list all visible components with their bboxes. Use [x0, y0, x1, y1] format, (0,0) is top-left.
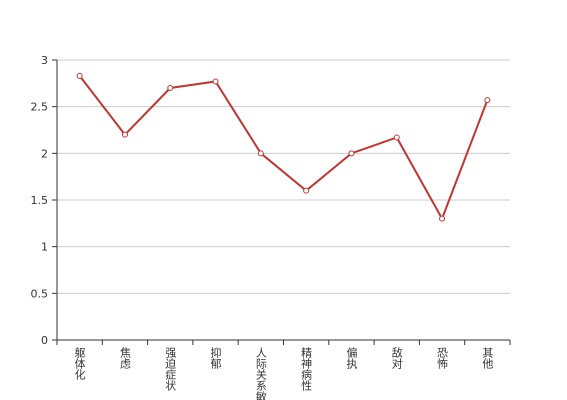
x-tick-label: 敌对 — [390, 346, 403, 369]
x-tick-label: 恐怖 — [436, 347, 449, 369]
y-tick-label: 2.5 — [31, 101, 49, 114]
point — [121, 131, 128, 138]
point — [303, 187, 310, 194]
y-tick-label: 2 — [41, 147, 48, 160]
y-tick-label: 1 — [41, 241, 48, 254]
x-tick-label: 人际关系敏感 — [254, 347, 267, 400]
y-tick-label: 1.5 — [31, 194, 49, 207]
y-tick-label: 3 — [41, 54, 48, 67]
point — [76, 72, 83, 79]
line — [78, 75, 489, 222]
x-tick-label: 焦虑 — [118, 347, 131, 369]
point — [257, 150, 264, 157]
point — [348, 150, 355, 157]
x-tick-label: 躯体化 — [73, 347, 86, 381]
point — [484, 97, 491, 104]
point — [393, 134, 400, 141]
point — [439, 215, 446, 222]
point — [212, 78, 219, 85]
x-tick-label: 抑郁 — [209, 346, 222, 369]
x-tick-label: 偏执 — [345, 346, 358, 370]
y-tick-label: 0 — [41, 334, 48, 347]
point — [167, 85, 174, 91]
x-tick-label: 强迫症状 — [164, 347, 177, 391]
y-tick-label: 0.5 — [31, 287, 49, 300]
x-tick-label: 其他 — [481, 347, 494, 369]
x-tick-label: 精神病性 — [300, 347, 313, 392]
